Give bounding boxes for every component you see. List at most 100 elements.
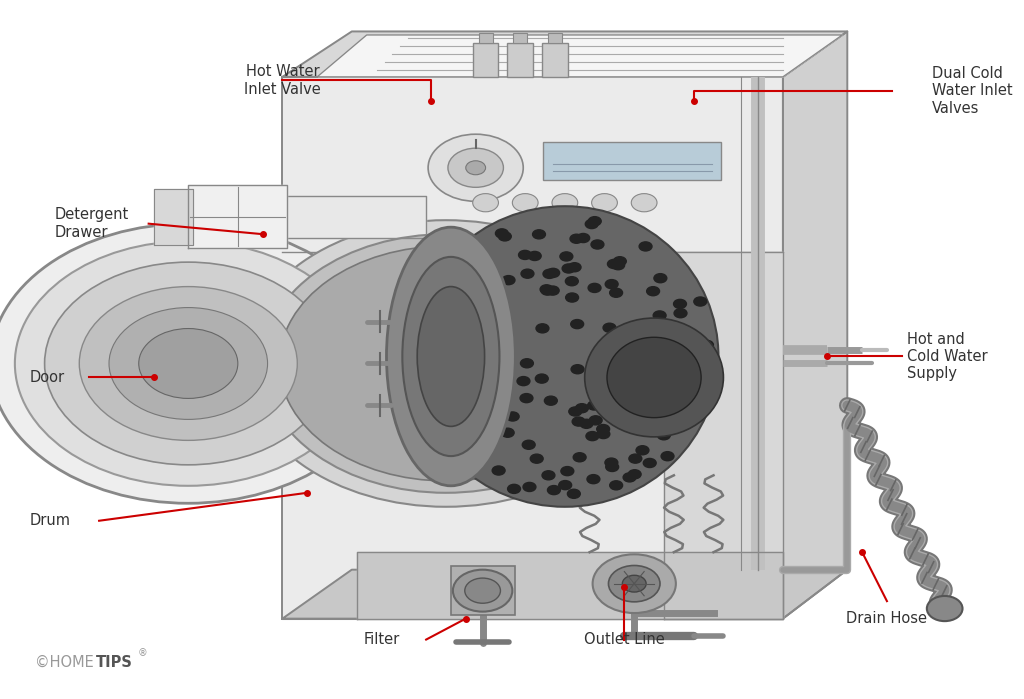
Circle shape xyxy=(464,280,476,289)
Circle shape xyxy=(543,269,556,278)
Circle shape xyxy=(0,224,386,503)
Circle shape xyxy=(684,387,697,396)
Circle shape xyxy=(700,340,714,350)
Circle shape xyxy=(523,482,536,491)
Circle shape xyxy=(628,345,640,354)
Circle shape xyxy=(496,348,509,357)
Circle shape xyxy=(631,356,643,366)
Circle shape xyxy=(561,466,573,475)
Circle shape xyxy=(546,286,559,295)
Circle shape xyxy=(650,353,663,362)
Circle shape xyxy=(586,431,599,440)
Circle shape xyxy=(548,486,560,495)
Circle shape xyxy=(459,268,472,278)
Circle shape xyxy=(499,232,511,241)
Circle shape xyxy=(460,267,473,276)
Circle shape xyxy=(473,366,486,375)
Circle shape xyxy=(478,338,492,347)
Circle shape xyxy=(109,308,267,419)
Circle shape xyxy=(464,345,476,354)
Circle shape xyxy=(545,396,557,405)
Circle shape xyxy=(623,575,646,592)
Circle shape xyxy=(685,364,698,373)
Circle shape xyxy=(603,323,616,332)
Circle shape xyxy=(608,565,660,602)
Circle shape xyxy=(565,277,579,286)
Text: Hot Water
Inlet Valve: Hot Water Inlet Valve xyxy=(244,64,321,96)
Circle shape xyxy=(528,252,541,261)
Ellipse shape xyxy=(607,337,701,417)
Circle shape xyxy=(605,280,618,289)
Text: Outlet Line: Outlet Line xyxy=(584,632,665,647)
Circle shape xyxy=(568,263,581,272)
Circle shape xyxy=(588,283,601,292)
Bar xyxy=(542,43,568,77)
Circle shape xyxy=(540,284,553,294)
Circle shape xyxy=(439,308,453,317)
Circle shape xyxy=(605,458,617,467)
Circle shape xyxy=(693,356,706,365)
Circle shape xyxy=(629,454,642,463)
Text: ®: ® xyxy=(138,649,147,658)
Circle shape xyxy=(616,374,630,383)
Circle shape xyxy=(613,257,627,266)
Circle shape xyxy=(530,454,543,463)
Circle shape xyxy=(628,470,641,479)
Circle shape xyxy=(262,234,630,493)
Ellipse shape xyxy=(412,206,719,507)
Polygon shape xyxy=(283,570,847,619)
Circle shape xyxy=(489,352,503,361)
Circle shape xyxy=(520,359,534,368)
Polygon shape xyxy=(283,77,783,619)
Circle shape xyxy=(654,273,667,282)
Circle shape xyxy=(655,328,669,337)
Polygon shape xyxy=(283,196,426,238)
Circle shape xyxy=(518,250,531,259)
Circle shape xyxy=(562,264,575,273)
Circle shape xyxy=(560,252,572,261)
Circle shape xyxy=(662,375,675,384)
Circle shape xyxy=(499,356,511,366)
Text: Hot and
Cold Water
Supply: Hot and Cold Water Supply xyxy=(907,331,987,382)
Circle shape xyxy=(496,229,508,238)
Polygon shape xyxy=(356,552,783,619)
Circle shape xyxy=(547,268,559,278)
Text: Detergent
Drawer: Detergent Drawer xyxy=(54,208,129,240)
Circle shape xyxy=(424,385,437,394)
Circle shape xyxy=(674,299,686,308)
Polygon shape xyxy=(154,189,194,245)
Circle shape xyxy=(631,194,657,212)
Circle shape xyxy=(447,433,461,442)
Circle shape xyxy=(542,470,555,480)
Circle shape xyxy=(492,359,505,368)
Circle shape xyxy=(45,262,332,465)
Circle shape xyxy=(651,374,665,383)
Circle shape xyxy=(571,365,584,374)
Circle shape xyxy=(474,273,486,282)
Circle shape xyxy=(502,363,514,372)
Circle shape xyxy=(536,374,548,383)
Circle shape xyxy=(453,570,512,612)
Circle shape xyxy=(639,242,652,251)
Circle shape xyxy=(597,424,609,433)
Circle shape xyxy=(676,363,689,373)
Circle shape xyxy=(568,407,582,416)
Circle shape xyxy=(608,361,622,370)
Circle shape xyxy=(451,399,463,408)
Circle shape xyxy=(570,234,583,243)
Bar xyxy=(451,566,515,615)
Circle shape xyxy=(459,399,472,408)
Circle shape xyxy=(689,361,701,370)
Circle shape xyxy=(589,416,602,425)
Polygon shape xyxy=(317,35,843,77)
Ellipse shape xyxy=(386,227,515,486)
Circle shape xyxy=(517,377,529,386)
Circle shape xyxy=(15,241,361,486)
Circle shape xyxy=(459,377,472,387)
Circle shape xyxy=(605,391,618,400)
Text: Door: Door xyxy=(30,370,65,385)
Circle shape xyxy=(675,345,688,354)
Circle shape xyxy=(243,220,649,507)
Circle shape xyxy=(502,275,515,284)
Circle shape xyxy=(565,293,579,302)
